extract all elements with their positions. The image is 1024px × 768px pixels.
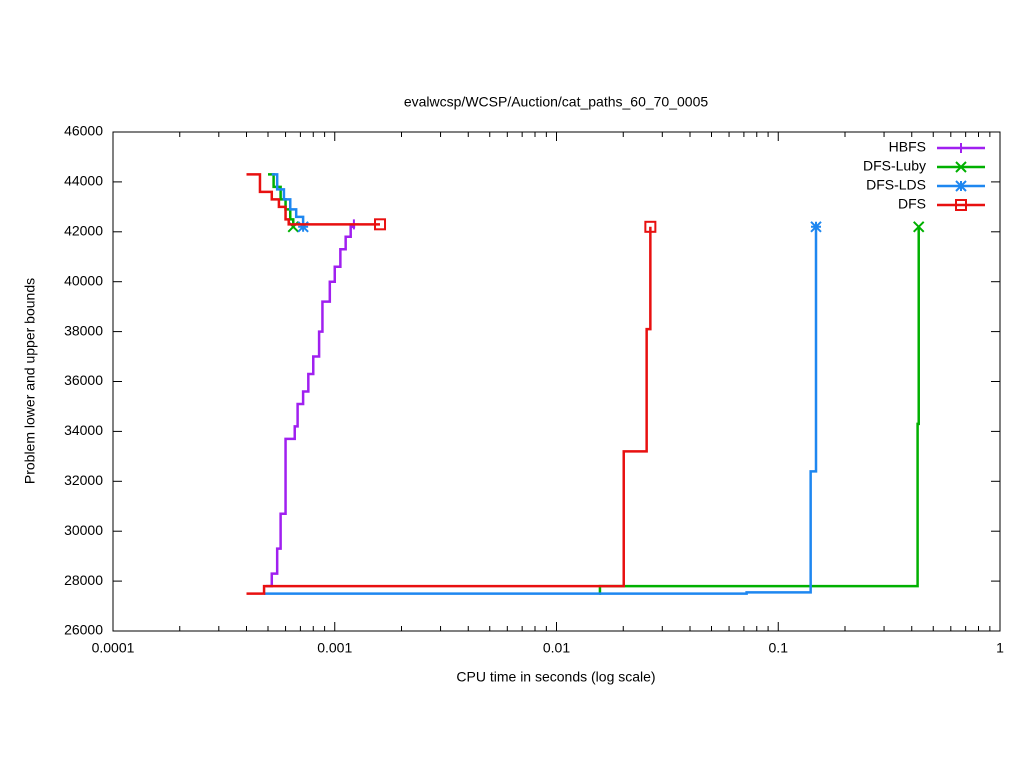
y-tick-label: 38000 (64, 322, 103, 338)
x-tick-label: 0.0001 (92, 640, 135, 656)
y-tick-label: 34000 (64, 422, 103, 438)
y-tick-label: 42000 (64, 223, 103, 239)
legend-label: HBFS (889, 139, 926, 155)
legend-label: DFS (898, 196, 926, 212)
y-tick-label: 26000 (64, 622, 103, 638)
chart-title: evalwcsp/WCSP/Auction/cat_paths_60_70_00… (404, 94, 709, 110)
y-tick-label: 36000 (64, 372, 103, 388)
y-tick-label: 40000 (64, 272, 103, 288)
point-marker (913, 221, 925, 233)
point-marker (297, 221, 309, 233)
series-line (264, 173, 818, 595)
y-tick-label: 32000 (64, 472, 103, 488)
legend-marker (955, 161, 967, 173)
point-marker (810, 221, 822, 233)
y-tick-label: 44000 (64, 173, 103, 189)
y-tick-label: 28000 (64, 572, 103, 588)
series-line (266, 224, 356, 588)
legend-marker (955, 199, 967, 211)
x-tick-label: 1 (996, 640, 1004, 656)
x-tick-label: 0.01 (543, 640, 570, 656)
y-axis-label: Problem lower and upper bounds (22, 278, 38, 484)
series-line (246, 173, 652, 595)
legend-label: DFS-Luby (863, 158, 926, 174)
legend-marker (955, 180, 967, 192)
y-tick-label: 46000 (64, 123, 103, 139)
point-marker (644, 220, 657, 233)
point-marker (374, 218, 387, 231)
x-tick-label: 0.001 (317, 640, 352, 656)
y-tick-label: 30000 (64, 522, 103, 538)
x-tick-label: 0.1 (769, 640, 789, 656)
legend-label: DFS-LDS (866, 177, 926, 193)
series-line (267, 173, 920, 595)
plot-frame (112, 131, 1001, 632)
x-axis-label: CPU time in seconds (log scale) (456, 669, 655, 685)
legend-marker (956, 143, 966, 153)
